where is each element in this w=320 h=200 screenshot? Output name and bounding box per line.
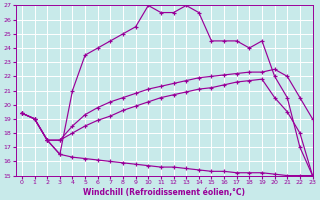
X-axis label: Windchill (Refroidissement éolien,°C): Windchill (Refroidissement éolien,°C) — [83, 188, 245, 197]
